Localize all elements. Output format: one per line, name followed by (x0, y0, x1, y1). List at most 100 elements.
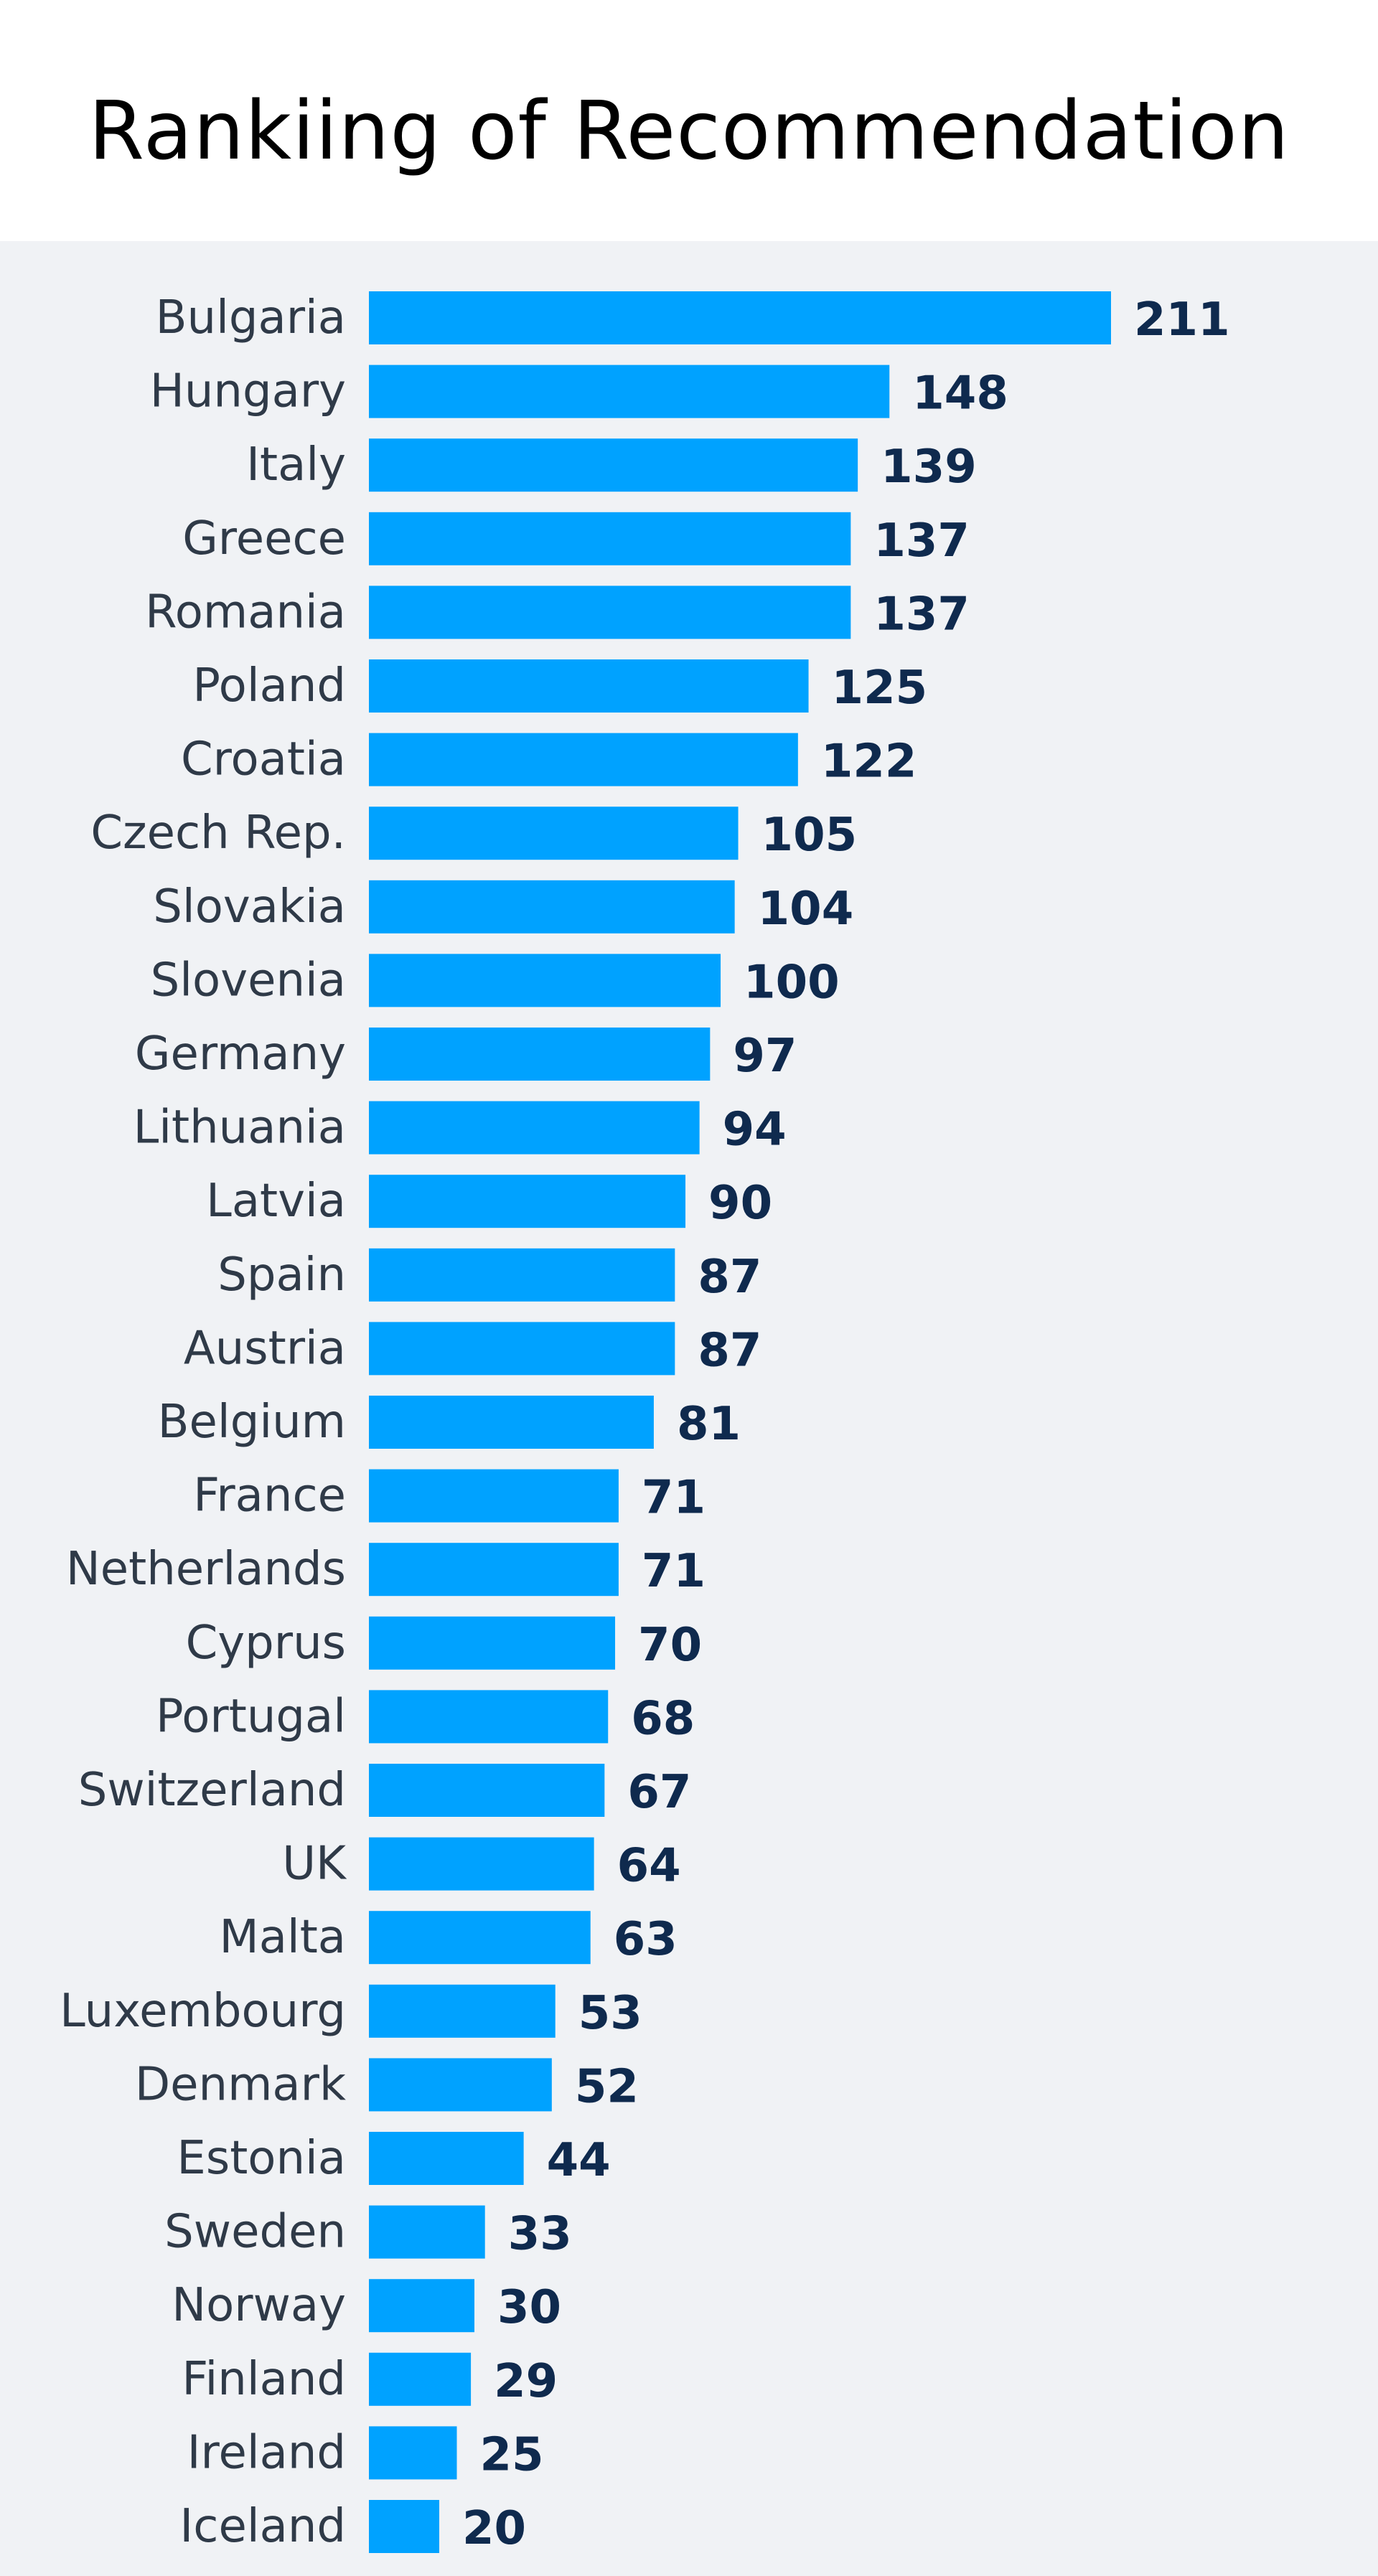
category-label: Cyprus (186, 1617, 346, 1670)
bar-lithuania (369, 1101, 700, 1155)
bar-latvia (369, 1175, 686, 1228)
value-label: 122 (821, 735, 917, 789)
bar-finland (369, 2352, 472, 2406)
category-label: Malta (219, 1911, 346, 1964)
category-label: Estonia (177, 2132, 346, 2185)
category-label: Austria (184, 1322, 346, 1375)
category-label: Sweden (164, 2206, 346, 2259)
value-labels: 211 148 139 137 137 125 122 105 104 100 97 94 90 87 87… (462, 293, 1230, 2555)
bar-croatia (369, 733, 798, 786)
category-label: Czech Rep. (90, 807, 346, 860)
bar-spain (369, 1248, 675, 1302)
bar-poland (369, 659, 809, 713)
value-label: 137 (873, 514, 970, 568)
title-band: Rankiing of Recommendation (0, 0, 1378, 241)
value-label: 63 (614, 1913, 678, 1966)
value-label: 44 (547, 2134, 611, 2187)
value-label: 100 (744, 956, 840, 1009)
category-label: Greece (182, 512, 346, 565)
value-label: 125 (832, 662, 928, 715)
bar-cyprus (369, 1616, 616, 1670)
category-label: Belgium (158, 1396, 346, 1449)
category-label: Switzerland (78, 1764, 346, 1817)
bar-ireland (369, 2426, 457, 2480)
category-label: Luxembourg (60, 1985, 346, 2038)
value-label: 53 (578, 1987, 642, 2040)
bar-chart: Bulgaria Hungary Italy Greece Romania Poland C… (60, 291, 1230, 2555)
value-label: 33 (508, 2208, 572, 2261)
bar-bulgaria (369, 291, 1111, 344)
bar-austria (369, 1322, 675, 1376)
value-label: 20 (462, 2502, 526, 2555)
bar-italy (369, 438, 858, 492)
category-label: Poland (192, 659, 346, 713)
bar-czech-rep (369, 807, 739, 860)
bar-denmark (369, 2058, 552, 2112)
value-label: 64 (617, 1840, 681, 1893)
value-label: 87 (698, 1251, 761, 1304)
bar-slovenia (369, 954, 721, 1007)
bar-norway (369, 2279, 475, 2333)
category-label: Lithuania (133, 1101, 346, 1155)
value-label: 71 (642, 1472, 706, 1525)
value-label: 68 (631, 1692, 695, 1745)
bar-uk (369, 1837, 594, 1891)
chart-title: Rankiing of Recommendation (88, 85, 1290, 178)
category-label: UK (282, 1838, 347, 1891)
bar-iceland (369, 2500, 440, 2553)
value-label: 81 (677, 1398, 741, 1451)
value-label: 94 (723, 1104, 787, 1157)
category-label: Latvia (206, 1175, 346, 1228)
category-label: Netherlands (66, 1543, 346, 1596)
category-label: Norway (172, 2279, 346, 2332)
value-label: 25 (480, 2428, 544, 2481)
category-label: Ireland (187, 2426, 346, 2479)
bar-france (369, 1469, 619, 1523)
category-label: Hungary (150, 365, 346, 418)
plot-area: Bulgaria Hungary Italy Greece Romania Poland C… (0, 241, 1378, 2576)
bar-sweden (369, 2205, 485, 2259)
category-label: Iceland (179, 2500, 346, 2553)
category-label: France (193, 1470, 346, 1523)
bar-greece (369, 512, 851, 565)
category-label: Slovakia (153, 880, 346, 934)
category-label: Spain (217, 1249, 346, 1302)
bar-malta (369, 1911, 591, 1965)
category-label: Romania (145, 586, 346, 639)
bar-germany (369, 1028, 711, 1081)
bar-romania (369, 586, 851, 639)
value-label: 97 (733, 1030, 797, 1083)
bar-portugal (369, 1690, 609, 1744)
category-label: Denmark (135, 2058, 346, 2111)
value-label: 148 (912, 367, 1008, 420)
value-label: 30 (497, 2281, 561, 2334)
category-label: Croatia (181, 733, 346, 786)
value-label: 87 (698, 1324, 761, 1377)
category-label: Bulgaria (156, 291, 346, 344)
value-label: 90 (708, 1177, 772, 1230)
value-label: 29 (494, 2355, 558, 2408)
bar-netherlands (369, 1543, 619, 1597)
bars-layer (369, 291, 1111, 2553)
value-label: 71 (642, 1545, 706, 1598)
bar-belgium (369, 1396, 654, 1449)
category-label: Portugal (156, 1690, 346, 1743)
bar-luxembourg (369, 1984, 556, 2038)
value-label: 70 (638, 1619, 702, 1672)
value-label: 211 (1134, 293, 1230, 347)
value-label: 67 (627, 1766, 691, 1819)
bar-hungary (369, 365, 890, 418)
category-label: Finland (182, 2353, 346, 2406)
category-label: Italy (246, 438, 346, 492)
value-label: 105 (761, 809, 858, 862)
bar-estonia (369, 2132, 524, 2185)
value-label: 137 (873, 588, 970, 641)
category-label: Germany (135, 1028, 346, 1081)
value-label: 104 (758, 883, 854, 936)
bar-slovakia (369, 880, 735, 934)
category-labels: Bulgaria Hungary Italy Greece Romania Poland C… (60, 291, 347, 2553)
category-label: Slovenia (151, 954, 346, 1007)
value-label: 139 (881, 441, 977, 494)
value-label: 52 (575, 2060, 639, 2113)
